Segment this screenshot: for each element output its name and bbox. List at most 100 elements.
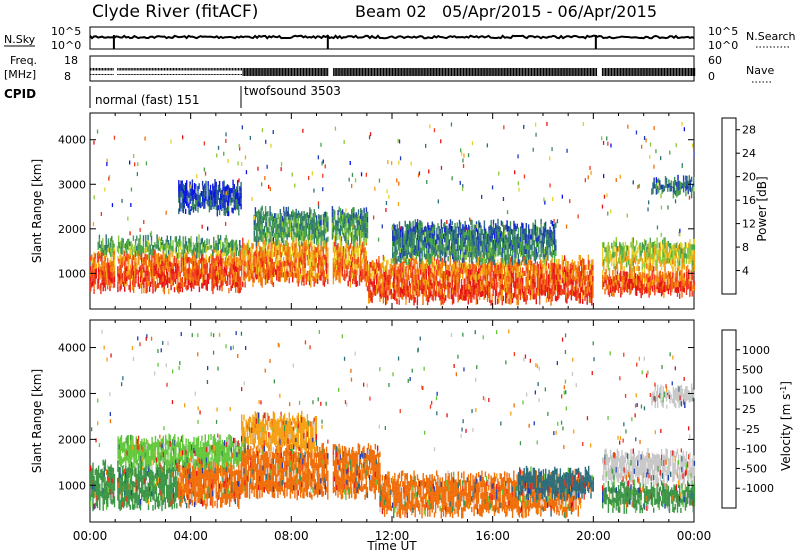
heat-cell (301, 254, 303, 260)
heat-cell (469, 264, 472, 270)
heat-cell (276, 228, 278, 235)
heat-cell (583, 279, 585, 286)
freq-mark (532, 68, 534, 76)
heat-cell (350, 250, 353, 256)
heat-cell (154, 242, 156, 248)
heat-cell (370, 273, 372, 279)
heat-cell (277, 224, 279, 230)
heat-cell (288, 246, 290, 252)
freq-mark (511, 68, 513, 76)
heat-cell (335, 230, 337, 236)
heat-cell (419, 230, 421, 236)
heat-cell (331, 222, 334, 229)
heat-cell (339, 267, 341, 273)
heat-cell (119, 280, 121, 287)
heat-cell (488, 286, 490, 293)
heat-cell (268, 217, 270, 223)
heat-cell (482, 239, 484, 246)
heat-cell (483, 264, 485, 270)
heat-cell (316, 268, 319, 274)
heat-cell (413, 237, 415, 244)
freq-mark (623, 68, 625, 76)
heat-cell (530, 244, 532, 250)
freq-mark (230, 74, 232, 75)
heat-cell (214, 280, 216, 286)
heat-cell (493, 249, 496, 255)
heat-cell (220, 249, 222, 256)
heat-cell (490, 225, 492, 231)
heat-cell (503, 271, 506, 277)
heat-cell (375, 259, 378, 265)
heat-cell (424, 263, 426, 270)
freq-mark (577, 68, 579, 76)
heat-cell (218, 267, 220, 273)
freq-mark (194, 68, 196, 71)
heat-cell (271, 213, 274, 220)
heat-cell (439, 228, 441, 235)
heat-cell (154, 281, 156, 287)
heat-cell (347, 229, 349, 235)
heat-cell (500, 268, 502, 274)
heat-cell (332, 226, 335, 233)
heat-cell (110, 266, 112, 272)
heat-cell (108, 247, 111, 253)
heat-cell (270, 235, 272, 241)
heat-cell (466, 270, 468, 276)
heat-cell (523, 291, 525, 297)
nave-label: Nave (746, 64, 774, 77)
heat-cell (492, 255, 495, 261)
heat-cell (203, 268, 205, 275)
heat-cell (428, 253, 430, 259)
heat-cell (260, 207, 262, 214)
heat-cell (337, 259, 339, 265)
heat-cell (297, 225, 300, 231)
freq-mark (340, 68, 342, 76)
heat-cell (502, 284, 505, 291)
heat-cell (519, 283, 522, 290)
heat-cell (487, 254, 489, 260)
heat-cell (112, 246, 114, 253)
heat-cell (315, 230, 318, 236)
heat-cell (615, 275, 617, 280)
heat-cell (383, 256, 386, 262)
heat-cell (350, 272, 353, 279)
heat-cell (539, 238, 541, 244)
heat-cell (311, 217, 313, 224)
heat-cell (190, 285, 193, 292)
heat-cell (159, 267, 161, 274)
freq-mark (382, 68, 385, 76)
heat-cell (462, 268, 464, 275)
heat-cell (216, 285, 219, 291)
heat-cell (514, 281, 516, 287)
heat-cell (489, 240, 491, 246)
heat-cell (620, 271, 622, 277)
heat-cell (177, 286, 179, 293)
heat-cell (578, 276, 580, 282)
heat-cell (533, 294, 535, 300)
heat-cell (438, 252, 440, 259)
heat-cell (562, 289, 565, 295)
heat-cell (237, 267, 239, 273)
heat-cell (362, 231, 364, 238)
heat-cell (163, 268, 165, 274)
heat-cell (414, 245, 416, 251)
heat-cell (276, 275, 278, 281)
heat-cell (414, 297, 416, 303)
heat-cell (151, 244, 154, 251)
heat-cell (495, 279, 498, 285)
heat-cell (412, 288, 414, 294)
heat-cell (111, 241, 113, 247)
heat-cell (549, 265, 551, 271)
heat-cell (368, 270, 370, 276)
heat-cell (356, 270, 358, 276)
freq-label-1: Freq. (10, 54, 37, 67)
heat-cell (517, 277, 519, 283)
heat-cell (187, 249, 189, 253)
heat-cell (401, 231, 403, 238)
heat-cell (549, 282, 551, 288)
heat-cell (129, 270, 131, 276)
heat-cell (244, 271, 246, 277)
heat-cell (504, 250, 506, 256)
heat-cell (255, 248, 258, 254)
heat-cell (320, 269, 322, 275)
